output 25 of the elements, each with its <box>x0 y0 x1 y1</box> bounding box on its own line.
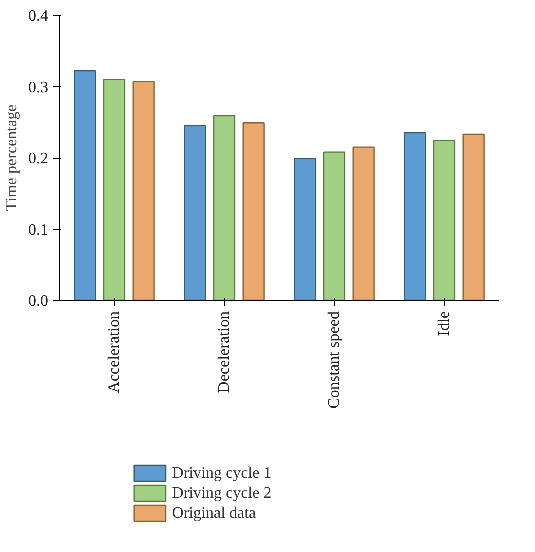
bar <box>323 152 346 300</box>
x-tick-label: Idle <box>436 312 453 336</box>
bar <box>74 70 96 300</box>
bar <box>184 125 206 300</box>
bar <box>404 132 426 300</box>
bar <box>213 115 236 300</box>
legend-label: Driving cycle 2 <box>172 485 272 502</box>
x-tick-label: Constant speed <box>326 311 343 409</box>
y-tick-label: 0.4 <box>28 8 48 25</box>
legend-label: Driving cycle 1 <box>172 465 272 482</box>
text: 0.0 <box>28 293 48 310</box>
y-tick-label: 0.1 <box>28 222 48 239</box>
bar <box>433 140 456 300</box>
bar <box>294 158 316 300</box>
bar <box>242 122 265 300</box>
y-tick-label: 0.3 <box>28 79 48 96</box>
bar <box>132 81 155 300</box>
bar <box>352 146 375 300</box>
legend-label: Original data <box>172 505 256 522</box>
y-tick-label: 0.2 <box>28 150 48 168</box>
bar <box>462 134 485 300</box>
bar <box>103 79 126 300</box>
x-tick-label: Deceleration <box>216 311 233 394</box>
y-axis-title: Time percentage <box>4 104 20 212</box>
x-tick-label: Acceleration <box>106 311 123 394</box>
